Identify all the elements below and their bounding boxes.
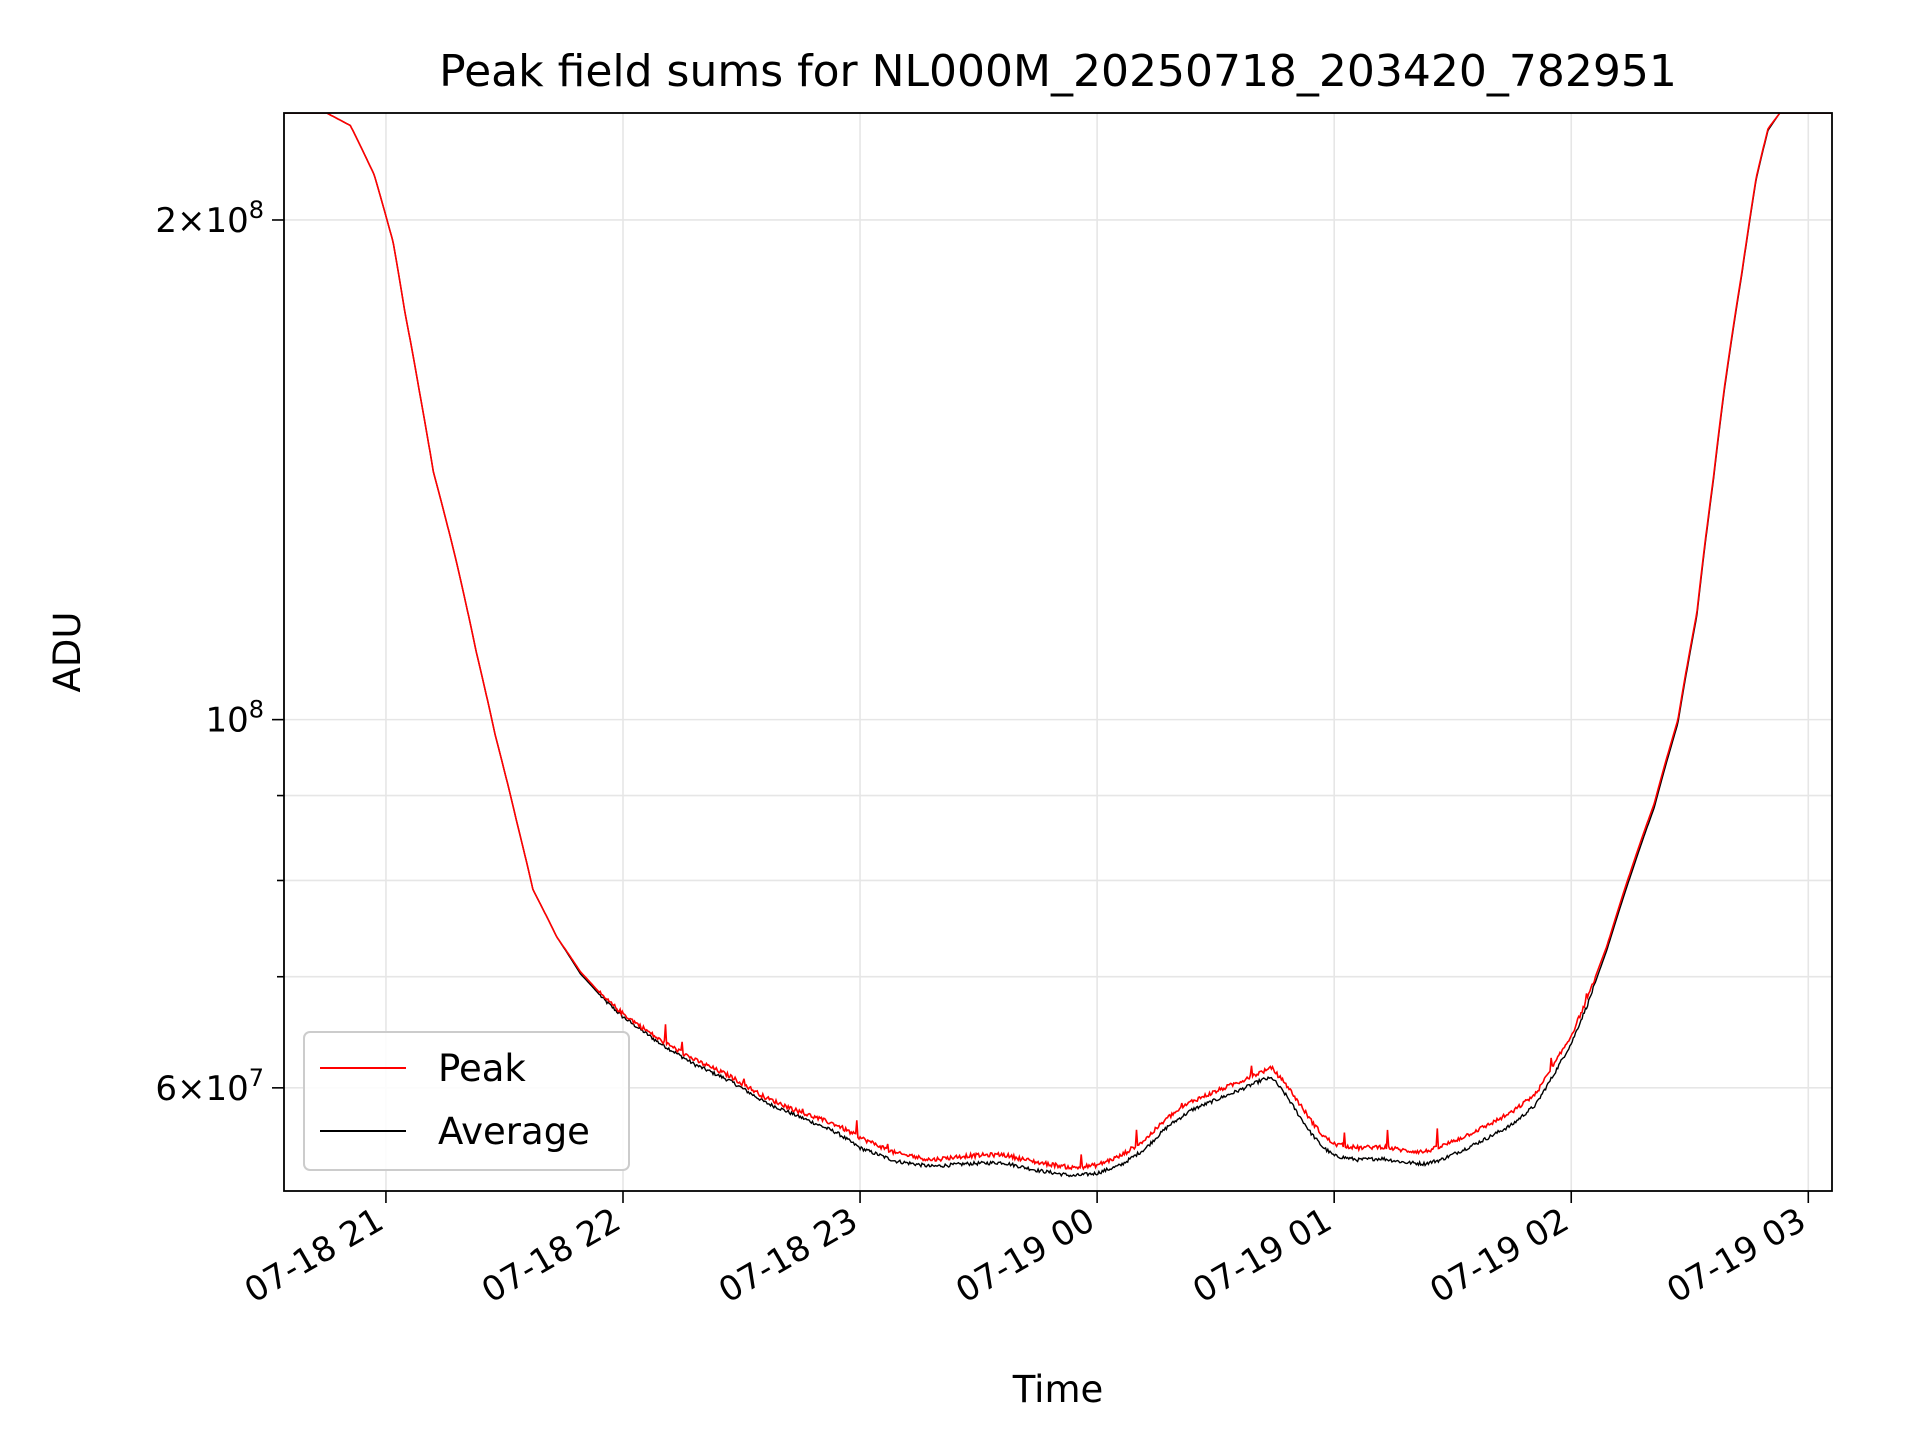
y-tick-label: 6×107 xyxy=(155,1064,264,1109)
plot-frame xyxy=(283,112,1833,1192)
legend-frame xyxy=(303,1031,630,1171)
series-line-average xyxy=(284,113,1832,1178)
legend-label-peak: Peak xyxy=(438,1047,526,1090)
x-tick-label: 07-18 23 xyxy=(712,1200,864,1311)
x-axis-label: Time xyxy=(1012,1368,1104,1411)
x-tick-label: 07-18 21 xyxy=(238,1200,390,1311)
series-line-peak xyxy=(284,113,1832,1171)
legend-label-average: Average xyxy=(438,1110,590,1153)
series-layer xyxy=(284,113,1832,1178)
y-tick-label: 108 xyxy=(205,696,264,741)
x-tick-label: 07-18 22 xyxy=(475,1200,627,1311)
x-tick-label: 07-19 02 xyxy=(1423,1200,1575,1311)
x-tick-label: 07-19 00 xyxy=(949,1200,1101,1311)
y-axis-label: ADU xyxy=(46,612,89,693)
x-tick-label: 07-19 03 xyxy=(1660,1200,1812,1311)
legend: Peak Average xyxy=(303,1031,630,1171)
x-tick-label: 07-19 01 xyxy=(1186,1200,1338,1311)
y-tick-label: 2×108 xyxy=(155,196,264,241)
chart-title: Peak field sums for NL000M_20250718_2034… xyxy=(439,46,1677,97)
grid-layer xyxy=(284,113,1832,1191)
